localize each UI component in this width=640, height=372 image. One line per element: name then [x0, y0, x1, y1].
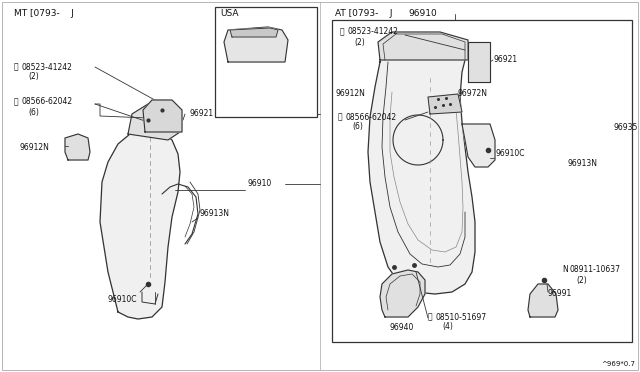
Text: 96913N: 96913N [200, 209, 230, 218]
Text: 96917B: 96917B [220, 74, 250, 83]
Polygon shape [528, 284, 558, 317]
Text: USA: USA [220, 10, 239, 19]
Text: 96972N: 96972N [458, 90, 488, 99]
Text: MT [0793-    J: MT [0793- J [14, 10, 74, 19]
Text: 08566-62042: 08566-62042 [21, 97, 72, 106]
Text: 96912N: 96912N [335, 90, 365, 99]
Polygon shape [128, 104, 180, 140]
Text: 96910: 96910 [248, 180, 272, 189]
Text: 96940: 96940 [390, 323, 414, 331]
Text: N: N [562, 266, 568, 275]
Text: 96910C: 96910C [496, 150, 525, 158]
Text: 08510-51697: 08510-51697 [435, 312, 486, 321]
Text: ^969*0.7: ^969*0.7 [601, 361, 635, 367]
Polygon shape [378, 32, 468, 60]
Text: 08523-41242: 08523-41242 [21, 62, 72, 71]
Polygon shape [65, 134, 90, 160]
Polygon shape [368, 50, 475, 294]
Polygon shape [143, 100, 182, 132]
Text: Ⓢ: Ⓢ [340, 28, 344, 36]
Text: Ⓢ: Ⓢ [428, 312, 433, 321]
Text: (2): (2) [28, 73, 39, 81]
Polygon shape [230, 28, 278, 37]
Text: (2): (2) [576, 276, 587, 285]
Text: Ⓢ: Ⓢ [338, 112, 342, 122]
Text: Ⓢ: Ⓢ [244, 86, 248, 92]
Text: 96913N: 96913N [568, 160, 598, 169]
Text: (2): (2) [354, 38, 365, 46]
Polygon shape [462, 124, 495, 167]
Text: AT [0793-    J: AT [0793- J [335, 10, 392, 19]
Text: 96991: 96991 [548, 289, 572, 298]
Text: Ⓢ: Ⓢ [14, 62, 19, 71]
Text: 08510-61697: 08510-61697 [251, 86, 298, 92]
Text: 96960: 96960 [280, 22, 305, 32]
Polygon shape [380, 270, 425, 317]
Text: (6): (6) [28, 108, 39, 116]
Text: 08911-10637: 08911-10637 [569, 266, 620, 275]
Text: 96921: 96921 [190, 109, 214, 119]
Polygon shape [468, 42, 490, 82]
Text: 96910C: 96910C [108, 295, 138, 305]
Text: 96912N: 96912N [20, 142, 50, 151]
Text: 96910: 96910 [408, 10, 436, 19]
Bar [332, 20, 632, 342]
Polygon shape [224, 27, 288, 62]
Polygon shape [100, 130, 180, 319]
Text: 08523-41242: 08523-41242 [347, 28, 398, 36]
Text: 96935: 96935 [613, 122, 637, 131]
Text: 96921: 96921 [494, 55, 518, 64]
Polygon shape [428, 94, 462, 114]
Text: (4): (4) [258, 94, 268, 100]
Text: (4): (4) [442, 323, 453, 331]
Bar [215, 7, 317, 117]
Text: 08566-62042: 08566-62042 [345, 112, 396, 122]
Text: (6): (6) [352, 122, 363, 131]
Text: Ⓢ: Ⓢ [14, 97, 19, 106]
